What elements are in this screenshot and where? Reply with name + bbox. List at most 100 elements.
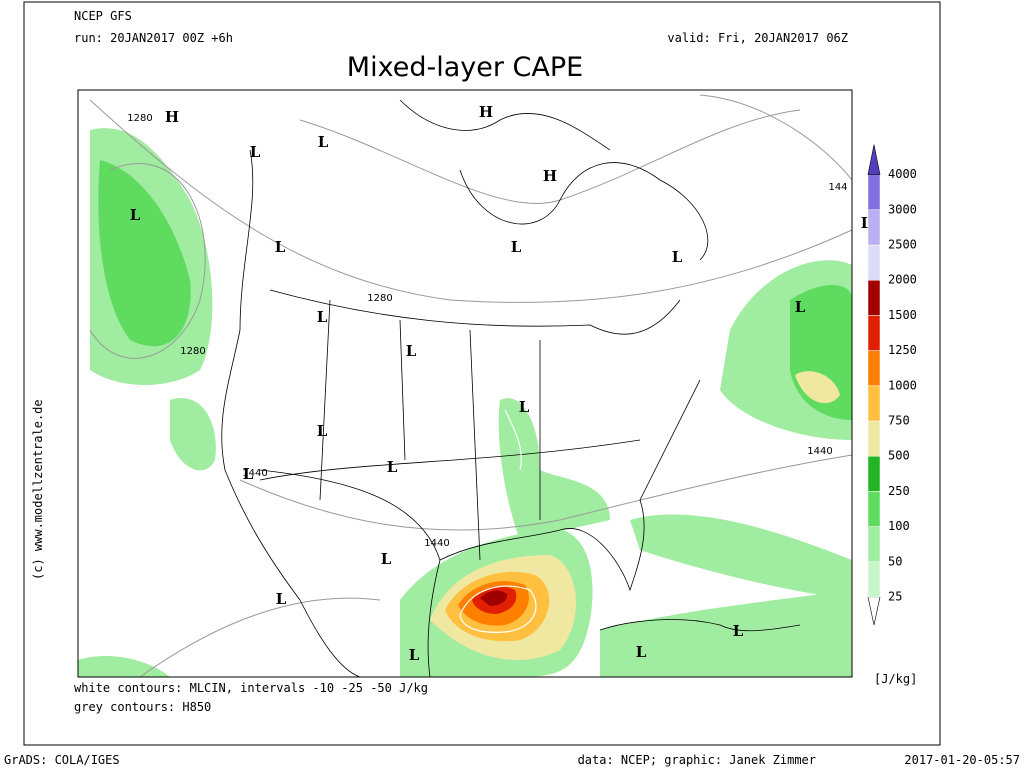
colorbar-band bbox=[867, 385, 881, 422]
colorbar-label: 25 bbox=[888, 590, 902, 604]
height-contours bbox=[89, 94, 853, 678]
frame bbox=[23, 1, 941, 746]
pressure-label: L bbox=[795, 298, 806, 316]
colorbar-band bbox=[867, 279, 881, 316]
timestamp: 2017-01-20-05:57 bbox=[904, 753, 1020, 767]
colorbar-label: 250 bbox=[888, 484, 910, 498]
pressure-label: H bbox=[543, 167, 557, 185]
colorbar-label: 1250 bbox=[888, 343, 917, 357]
cape-area bbox=[98, 160, 191, 347]
pressure-label: H bbox=[479, 103, 493, 121]
note-white: white contours: MLCIN, intervals -10 -25… bbox=[74, 681, 428, 695]
colorbar-band bbox=[867, 420, 881, 457]
colorbar-label: 1000 bbox=[888, 378, 917, 392]
state-lines bbox=[319, 299, 541, 561]
pressure-label: L bbox=[409, 646, 420, 664]
colorbar-band bbox=[867, 209, 881, 246]
pressure-label: L bbox=[672, 248, 683, 266]
contour bbox=[89, 99, 853, 303]
model: NCEP GFS bbox=[74, 9, 132, 23]
pressure-label: L bbox=[318, 133, 329, 151]
colorbar-end bbox=[867, 596, 881, 626]
map-border bbox=[77, 89, 853, 678]
contour bbox=[239, 454, 853, 531]
title: Mixed-layer CAPE bbox=[347, 52, 583, 83]
pressure-label: L bbox=[243, 465, 254, 483]
pressure-label: L bbox=[275, 238, 286, 256]
copyright: (c) www.modellzentrale.de bbox=[31, 399, 45, 580]
colorbar-band bbox=[867, 350, 881, 387]
contour-label: 144 bbox=[828, 182, 847, 193]
contour-label: 1440 bbox=[242, 468, 267, 479]
pressure-label: L bbox=[733, 622, 744, 640]
colorbar-label: 3000 bbox=[888, 202, 917, 216]
note-grey: grey contours: H850 bbox=[74, 700, 211, 714]
cape-area bbox=[795, 371, 840, 404]
colorbar: 25 50 100 250 500 750 1000 1250 1500 2000 2500 3000… bbox=[867, 144, 917, 626]
cin-contours bbox=[459, 409, 537, 633]
colorbar-band bbox=[867, 526, 881, 563]
colorbar-label: 500 bbox=[888, 449, 910, 463]
coastline bbox=[259, 469, 441, 678]
valid: valid: Fri, 20JAN2017 06Z bbox=[667, 31, 848, 45]
contour-label: 1440 bbox=[807, 446, 832, 457]
pressure-label: L bbox=[511, 238, 522, 256]
colorbar-label: 4000 bbox=[888, 167, 917, 181]
colorbar-band bbox=[867, 244, 881, 281]
colorbar-band bbox=[867, 561, 881, 598]
cape-area bbox=[170, 398, 216, 471]
cin bbox=[504, 409, 522, 471]
contour-label: 1440 bbox=[424, 538, 449, 549]
pressure-label: L bbox=[130, 206, 141, 224]
colorbar-end bbox=[867, 144, 881, 175]
cape-area bbox=[498, 398, 610, 540]
pressure-label: L bbox=[250, 143, 261, 161]
coastline bbox=[439, 379, 701, 592]
border bbox=[269, 289, 681, 335]
contour-label: 1280 bbox=[127, 113, 152, 124]
cape-area bbox=[480, 590, 508, 606]
colorbar-label: 1500 bbox=[888, 308, 917, 322]
cape-core bbox=[98, 160, 852, 660]
colorbar-label: 750 bbox=[888, 414, 910, 428]
credit: data: NCEP; graphic: Janek Zimmer bbox=[578, 753, 816, 767]
colorbar-label: 100 bbox=[888, 519, 910, 533]
pressure-label: L bbox=[406, 342, 417, 360]
colorbar-band bbox=[867, 174, 881, 211]
colorbar-band bbox=[867, 455, 881, 492]
map: H L L L L L L L L L L L L L L L L L L L H H 1280 1280 1280 1440 14… bbox=[77, 89, 872, 678]
colorbar-label: 50 bbox=[888, 554, 902, 568]
coastline bbox=[599, 619, 801, 632]
pressure-label: L bbox=[636, 643, 647, 661]
pressure-label: L bbox=[381, 550, 392, 568]
cape-area bbox=[600, 590, 852, 677]
border bbox=[259, 439, 641, 481]
contour-label: 1280 bbox=[367, 293, 392, 304]
pressure-label: L bbox=[861, 214, 872, 232]
colorbar-label: 2500 bbox=[888, 238, 917, 252]
coastline bbox=[459, 162, 709, 261]
pressure-label: L bbox=[519, 398, 530, 416]
software: GrADS: COLA/IGES bbox=[4, 753, 120, 767]
coastline bbox=[221, 149, 361, 678]
pressure-label: L bbox=[276, 590, 287, 608]
colorbar-label: 2000 bbox=[888, 273, 917, 287]
colorbar-band bbox=[867, 315, 881, 351]
cape-area bbox=[630, 514, 852, 600]
contour bbox=[89, 163, 206, 359]
map-labels: H L L L L L L L L L L L L L L L L L L L H H 1280 1280 1280 1440 14… bbox=[127, 103, 871, 664]
run: run: 20JAN2017 00Z +6h bbox=[74, 31, 233, 45]
pressure-label: H bbox=[165, 108, 179, 126]
contour-label: 1280 bbox=[180, 346, 205, 357]
pressure-label: L bbox=[317, 422, 328, 440]
cin bbox=[459, 585, 537, 633]
colorbar-band bbox=[867, 491, 881, 527]
contour bbox=[139, 597, 381, 678]
coastline bbox=[399, 99, 611, 151]
borders bbox=[221, 99, 801, 678]
pressure-label: L bbox=[387, 458, 398, 476]
contour bbox=[699, 94, 853, 181]
pressure-label: L bbox=[317, 308, 328, 326]
colorbar-unit: [J/kg] bbox=[874, 672, 917, 686]
